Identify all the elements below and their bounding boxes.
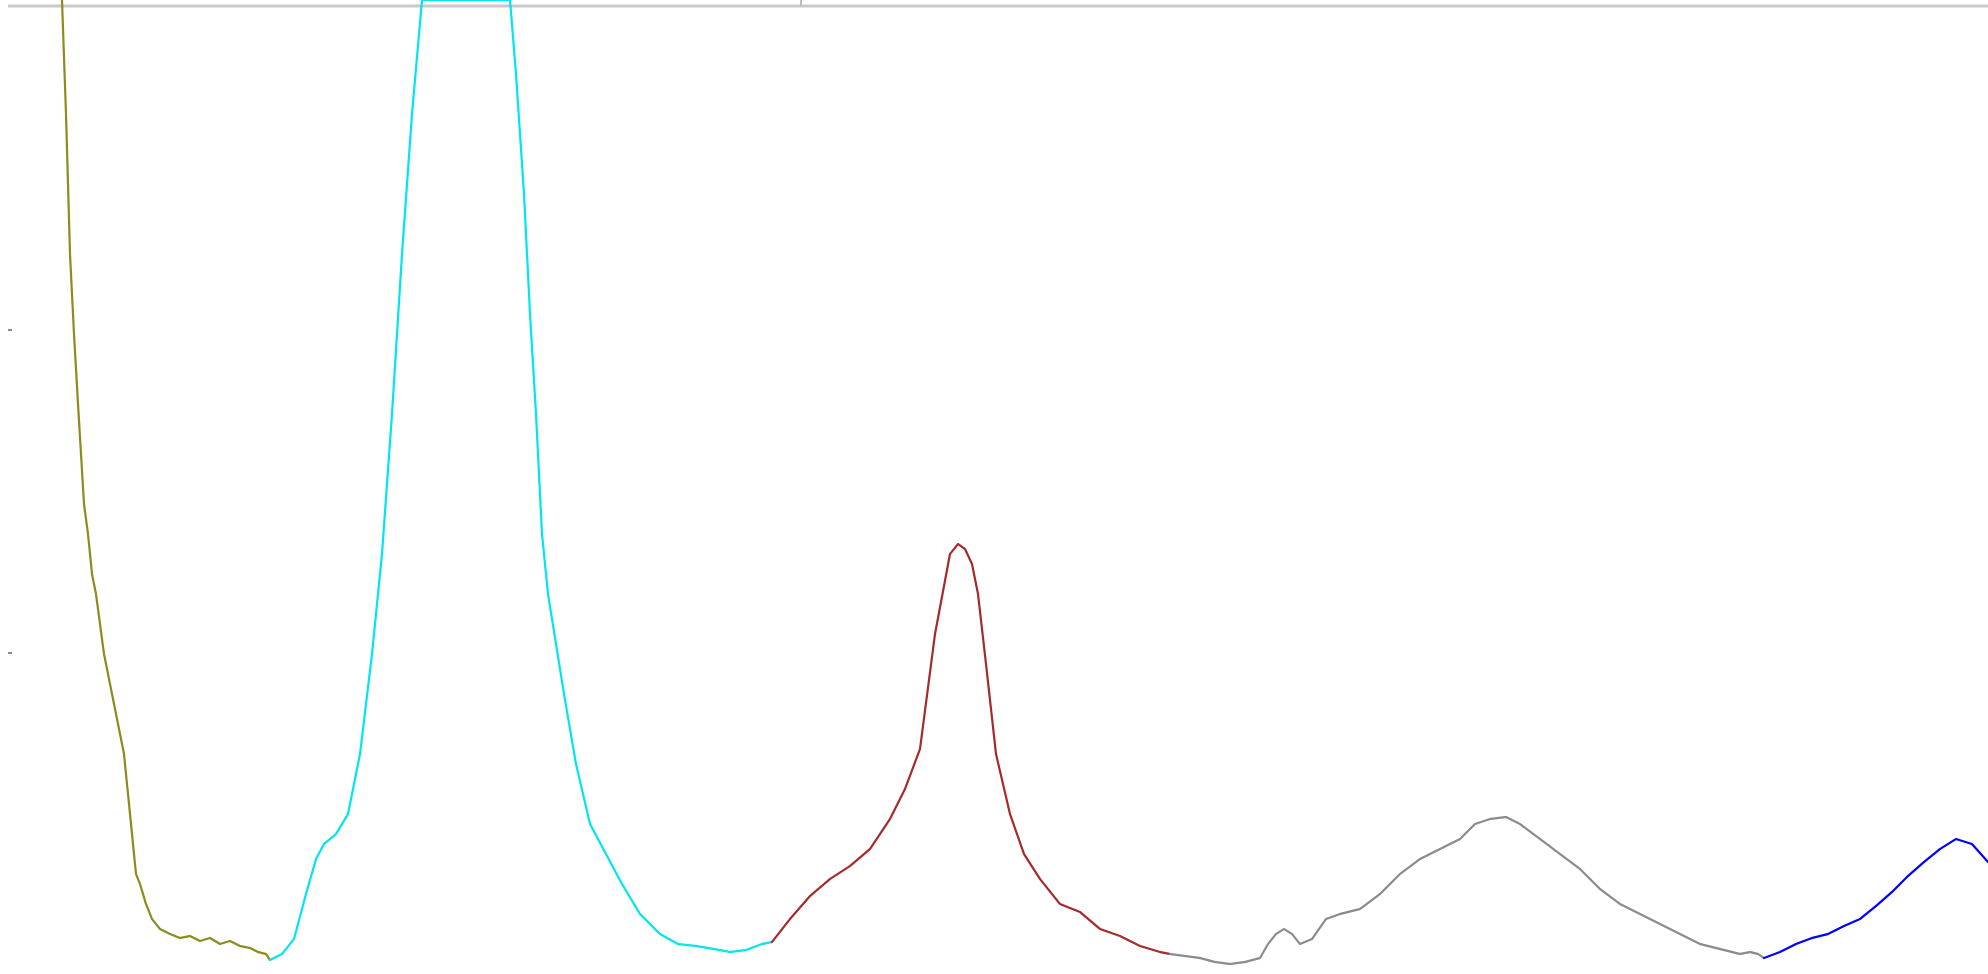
series-line-5: [1762, 837, 1988, 960]
series-line-4: [1168, 815, 1766, 966]
series-line-1: [60, 0, 272, 962]
series-layer: [60, 0, 1988, 966]
series-line-2: [268, 0, 774, 962]
series-line-3: [770, 542, 1172, 956]
